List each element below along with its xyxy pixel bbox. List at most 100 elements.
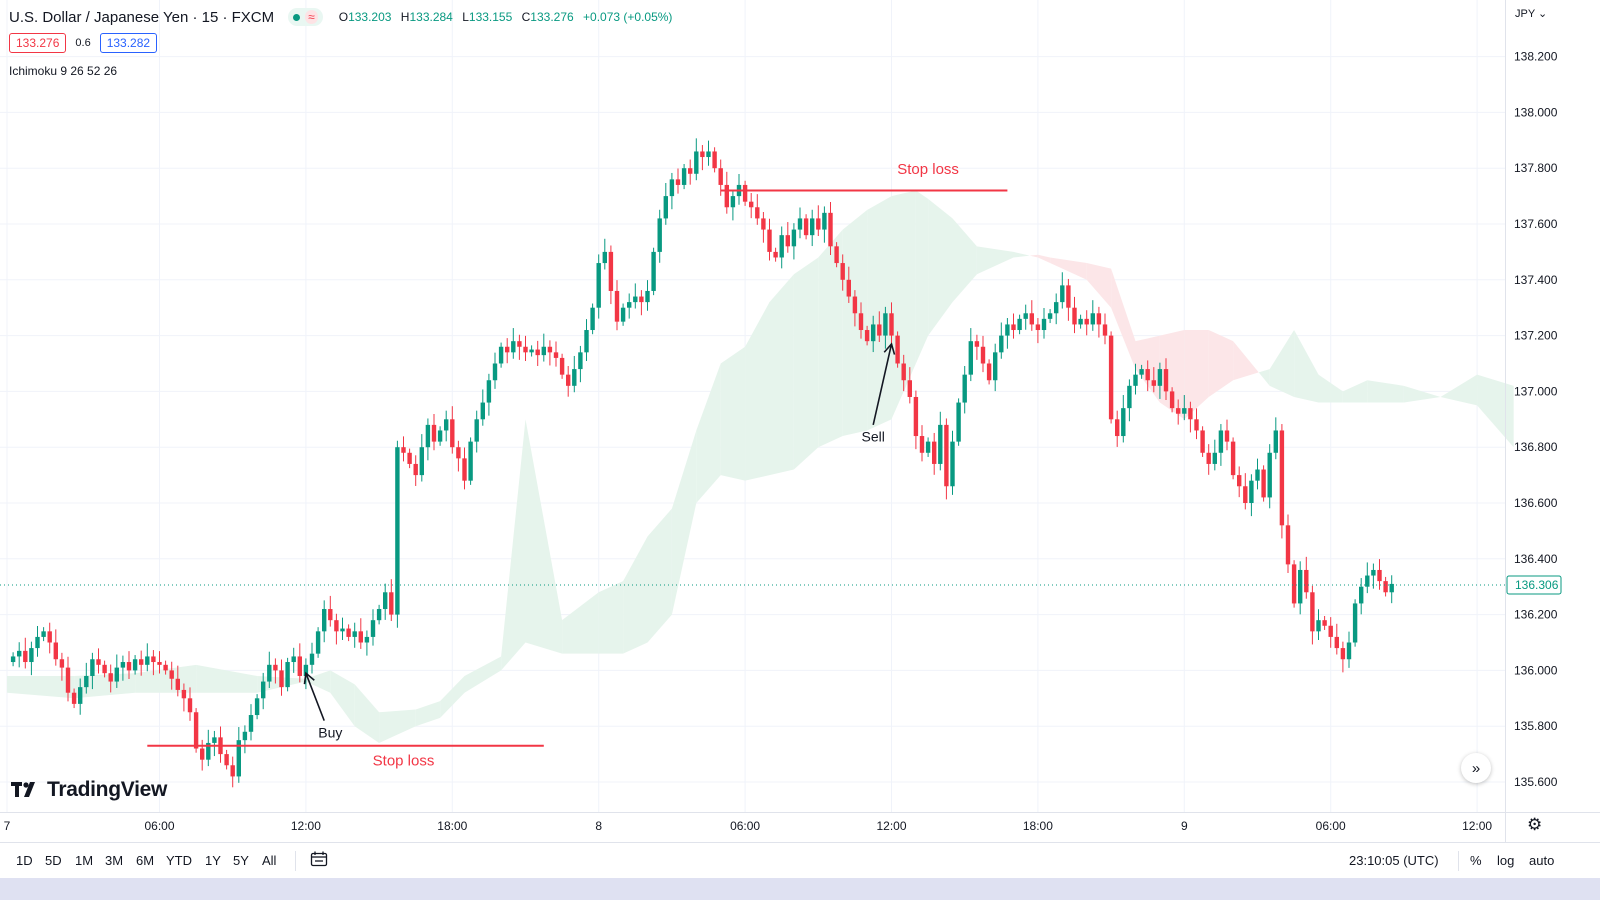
candle[interactable] <box>1115 419 1120 437</box>
candle[interactable] <box>90 659 95 676</box>
candle[interactable] <box>553 352 559 358</box>
candle[interactable] <box>41 631 46 637</box>
candle[interactable] <box>1206 452 1211 464</box>
candle[interactable] <box>688 168 693 174</box>
candle[interactable] <box>254 698 260 716</box>
candle[interactable] <box>169 670 174 679</box>
candle[interactable] <box>395 447 400 615</box>
candle[interactable] <box>1194 419 1199 431</box>
candle[interactable] <box>627 302 632 308</box>
candle[interactable] <box>364 636 370 643</box>
candle[interactable] <box>1304 569 1309 593</box>
candle[interactable] <box>822 212 827 230</box>
candle[interactable] <box>980 346 986 364</box>
candle[interactable] <box>852 296 858 314</box>
candle[interactable] <box>1133 374 1138 386</box>
trade-label-sell[interactable]: Sell <box>862 429 885 445</box>
candle[interactable] <box>761 218 766 230</box>
candle[interactable] <box>779 235 784 258</box>
candle[interactable] <box>1230 441 1236 476</box>
candle[interactable] <box>370 620 376 637</box>
timeframe-5d[interactable]: 5D <box>45 853 62 868</box>
candle[interactable] <box>901 363 906 381</box>
date-range-calendar-icon[interactable] <box>310 851 328 871</box>
candle[interactable] <box>1017 318 1022 331</box>
candle[interactable] <box>1285 525 1291 565</box>
candle[interactable] <box>1328 625 1333 637</box>
candle[interactable] <box>297 656 302 676</box>
candle[interactable] <box>1145 369 1150 381</box>
candle[interactable] <box>742 184 748 202</box>
candle[interactable] <box>1084 318 1089 325</box>
candle[interactable] <box>132 659 138 671</box>
candle[interactable] <box>730 196 736 208</box>
candle[interactable] <box>1322 620 1327 626</box>
candle[interactable] <box>706 151 711 158</box>
utc-clock[interactable]: 23:10:05 (UTC) <box>1349 853 1439 868</box>
candle[interactable] <box>950 441 955 487</box>
candle[interactable] <box>71 692 77 704</box>
currency-selector[interactable]: JPY ⌄ <box>1515 8 1547 20</box>
candle[interactable] <box>358 631 363 643</box>
price-chart[interactable]: Stop loss Stop loss Buy Sell JPY ⌄ 135.600 135… <box>0 0 1600 842</box>
candle[interactable] <box>303 664 309 676</box>
candle[interactable] <box>669 179 675 197</box>
candle[interactable] <box>187 698 193 713</box>
candle[interactable] <box>1090 313 1095 325</box>
candle[interactable] <box>602 251 607 264</box>
candle[interactable] <box>828 212 833 247</box>
candle[interactable] <box>1255 469 1260 481</box>
log-scale-toggle[interactable]: log <box>1497 853 1515 868</box>
stop-loss-label[interactable]: Stop loss <box>897 161 959 178</box>
candle[interactable] <box>645 290 650 303</box>
candle[interactable] <box>1291 564 1297 604</box>
candle[interactable] <box>206 742 211 760</box>
candle[interactable] <box>913 396 919 437</box>
candle[interactable] <box>1224 430 1230 442</box>
candle[interactable] <box>1121 408 1126 437</box>
candle[interactable] <box>547 346 553 353</box>
candle[interactable] <box>1029 313 1034 325</box>
candle[interactable] <box>1139 369 1144 375</box>
candle[interactable] <box>749 201 754 208</box>
candle[interactable] <box>877 324 882 336</box>
candle[interactable] <box>1108 335 1114 420</box>
candle[interactable] <box>352 631 357 637</box>
candle[interactable] <box>700 151 705 158</box>
chart-settings-gear-icon[interactable]: ⚙ <box>1527 815 1543 834</box>
candle[interactable] <box>1078 318 1083 325</box>
candle[interactable] <box>151 656 156 663</box>
candle[interactable] <box>718 168 723 185</box>
candle[interactable] <box>157 662 162 665</box>
candle[interactable] <box>102 664 107 674</box>
candle[interactable] <box>681 168 687 185</box>
candle[interactable] <box>407 452 412 464</box>
candle[interactable] <box>315 631 321 654</box>
symbol-title[interactable]: U.S. Dollar / Japanese Yen · 15 · FXCM <box>9 8 275 26</box>
scroll-to-realtime-button[interactable]: » <box>1461 753 1491 783</box>
candle[interactable] <box>517 341 522 347</box>
candle[interactable] <box>1072 307 1077 325</box>
candle[interactable] <box>608 251 614 291</box>
candle[interactable] <box>1151 380 1156 386</box>
candle[interactable] <box>1243 486 1248 503</box>
candle[interactable] <box>1054 302 1059 314</box>
candle[interactable] <box>590 307 595 331</box>
candle[interactable] <box>675 179 681 185</box>
candle[interactable] <box>1365 575 1370 587</box>
candle[interactable] <box>834 246 839 264</box>
candle[interactable] <box>1237 475 1242 487</box>
candle[interactable] <box>1340 648 1346 660</box>
candle[interactable] <box>816 218 821 230</box>
candle[interactable] <box>1200 430 1205 453</box>
candle[interactable] <box>919 436 925 453</box>
candle[interactable] <box>956 402 961 442</box>
timeframe-1d[interactable]: 1D <box>16 853 33 868</box>
candle[interactable] <box>1157 369 1163 386</box>
candle[interactable] <box>65 667 71 693</box>
candle[interactable] <box>242 731 248 741</box>
candle[interactable] <box>810 218 815 236</box>
candle[interactable] <box>505 346 510 353</box>
candle[interactable] <box>1060 285 1065 303</box>
candle[interactable] <box>224 754 229 766</box>
